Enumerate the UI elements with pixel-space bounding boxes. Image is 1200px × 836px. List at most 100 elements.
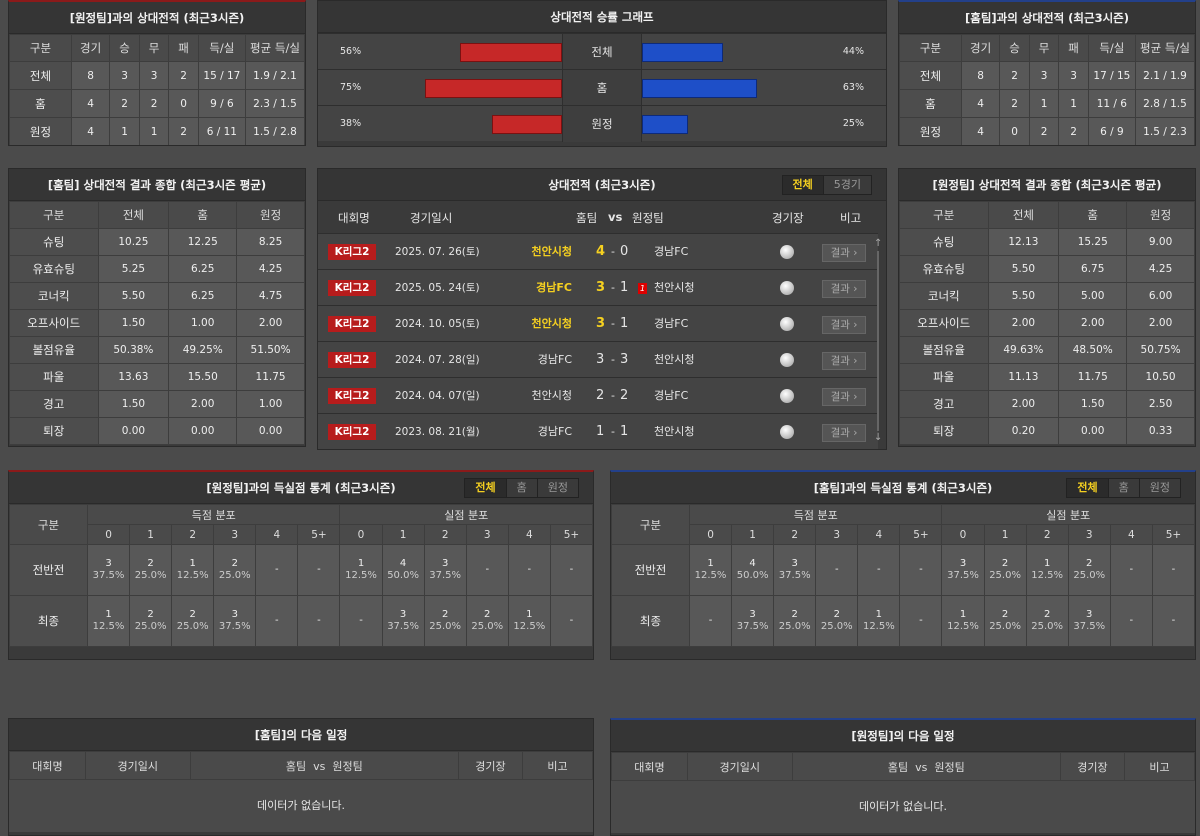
next-home-panel: [홈팀]의 다음 일정 대회명 경기일시 홈팀 vs 원정팀 경기장 비고 데이터가 없습니… [8,718,594,836]
scroll-up-icon: ↑ [874,238,883,249]
header-row: 구분 전체 홈 원정 [9,201,305,229]
table-cell: 2.1 / 1.9 [1134,61,1195,90]
count: 2 [484,609,491,620]
panel-title: [홈팀]과의 상대전적 (최근3시즌) [899,2,1195,34]
table-row: 유효슈팅 5.25 6.25 4.25 [9,255,305,283]
table-cell: 50.38% [97,336,170,364]
table-cell: 5.50 [987,255,1060,283]
column-header: 경기장 [457,751,524,780]
goal-count-header: 5+ [899,524,943,545]
goal-count-header: 3 [465,524,509,545]
panel-title-text: 상대전적 (최근3시즌) [548,178,656,192]
scored-header: 득점 분포 [688,504,943,525]
percent: 37.5% [429,570,462,581]
table-cell: 2 [999,89,1030,118]
result-button[interactable]: 결과 › [822,424,866,442]
table-cell: 49.63% [987,336,1060,364]
table-row: 파울 11.13 11.75 10.50 [899,363,1195,391]
tab-2[interactable]: 원정 [1138,479,1180,497]
match-row: K리그2 2025. 07. 26(토) 천안시청 4-0 경남FC 결과 › [318,233,878,269]
table-cell: 1.00 [236,390,305,418]
table-cell: 2.00 [1058,309,1128,337]
away-team: 천안시청 [654,353,695,366]
table-cell: 2 [999,61,1030,90]
distribution-cell: 1 12.5% [86,595,131,647]
stadium-icon [780,378,794,414]
table-cell: 1 [138,117,170,145]
percent: 25.0% [1031,621,1064,632]
column-header: 승 [109,34,140,62]
row-label: 경고 [899,390,989,418]
table-row: 오프사이드 2.00 2.00 2.00 [899,309,1195,337]
stadium-icon-shape [780,245,794,259]
scrollbar[interactable]: ↑ ↓ [874,239,882,447]
row-label: 코너킥 [9,282,99,310]
row-label: 원정 [562,106,642,142]
score-dash: - [611,245,615,258]
tab-2[interactable]: 원정 [536,479,578,497]
distribution-cell: 2 25.0% [129,595,173,647]
table-cell: 5.25 [97,255,170,283]
tab-0[interactable]: 전체 [782,176,823,194]
result-button[interactable]: 결과 › [822,280,866,298]
home-winrate-bar [492,115,562,134]
row-label: 슈팅 [9,228,99,256]
panel-title: [원정팀] 상대전적 결과 종합 (최근3시즌 평균) [899,169,1195,201]
panel-title-text: [원정팀] 상대전적 결과 종합 (최근3시즌 평균) [932,178,1162,192]
table-cell: 3 [1028,61,1060,90]
row-label: 전반전 [9,544,88,596]
table-cell: 8 [70,61,111,90]
distribution-cell: 3 37.5% [86,544,131,596]
panel-title-text: [홈팀]의 다음 일정 [254,728,348,742]
result-button[interactable]: 결과 › [822,388,866,406]
stadium-icon-shape [780,317,794,331]
goal-count-header: 4 [507,524,551,545]
row-label: 최종 [611,595,690,647]
tab-1[interactable]: 홈 [505,479,537,497]
tab-group: 전체 홈 원정 [464,478,579,498]
percent: 37.5% [947,570,979,581]
column-header-vs: vs [608,210,623,224]
tab-0[interactable]: 전체 [1067,479,1108,497]
count: 2 [147,609,154,620]
scroll-down-icon: ↓ [874,432,883,443]
result-button[interactable]: 결과 › [822,244,866,262]
home-team: 경남FC [537,353,572,366]
league-badge: K리그2 [328,388,376,404]
row-label: 볼점유율 [899,336,989,364]
tab-1[interactable]: 5경기 [822,176,871,194]
panel-title-text: 상대전적 승률 그래프 [550,10,654,24]
percent: 25.0% [820,621,853,632]
result-button[interactable]: 결과 › [822,352,866,370]
goal-distribution-table: 구분 득점 분포 실점 분포 0 1 2 3 4 5+ 0 1 2 3 4 5+ 전반전 3 37.5% 2 25.0… [9,504,593,647]
column-header: 경기일시 [686,752,793,781]
percent: 37.5% [387,621,419,632]
table-row: 최종 -3 37.5% 2 25.0% 2 25.0% 1 12.5% -1 12.5% 2 25.0%… [611,595,1195,647]
table-row: 슈팅 12.13 15.25 9.00 [899,228,1195,256]
panel-title: [홈팀]의 다음 일정 [9,719,593,751]
distribution-cell: 2 25.0% [773,595,817,647]
table-row: 슈팅 10.25 12.25 8.25 [9,228,305,256]
table-row: 볼점유율 50.38% 49.25% 51.50% [9,336,305,364]
goal-distribution-table: 구분 득점 분포 실점 분포 0 1 2 3 4 5+ 0 1 2 3 4 5+ 전반전 1 12.5% 4 50.0… [611,504,1195,647]
match-row: K리그2 2024. 07. 28(일) 경남FC 3-3 천안시청 결과 › [318,341,878,377]
matches-panel: 상대전적 (최근3시즌) 전체 5경기 대회명 경기일시 홈팀 vs 원정팀 경기장 비고 K리그2… [317,168,887,450]
row-label: 퇴장 [9,417,99,445]
row-label: 최종 [9,595,88,647]
result-button[interactable]: 결과 › [822,316,866,334]
column-header: 득/실 [197,34,246,62]
count: - [275,564,279,575]
tab-0[interactable]: 전체 [465,479,506,497]
next-away-panel: [원정팀]의 다음 일정 대회명 경기일시 홈팀 vs 원정팀 경기장 비고 데이터가 없습… [610,718,1196,836]
red-card-count: 1 [638,282,647,294]
tab-1[interactable]: 홈 [1107,479,1139,497]
table-cell: 1.5 / 2.3 [1134,117,1195,145]
column-header: 패 [1058,34,1089,62]
distribution-cell: - [1109,544,1153,596]
distribution-cell: 2 25.0% [983,595,1027,647]
distribution-cell: - [507,544,551,596]
table-cell: 1.50 [1058,390,1128,418]
goal-count-header: 3 [1067,524,1111,545]
table-cell: 2 [1028,117,1060,145]
row-label: 파울 [9,363,99,391]
